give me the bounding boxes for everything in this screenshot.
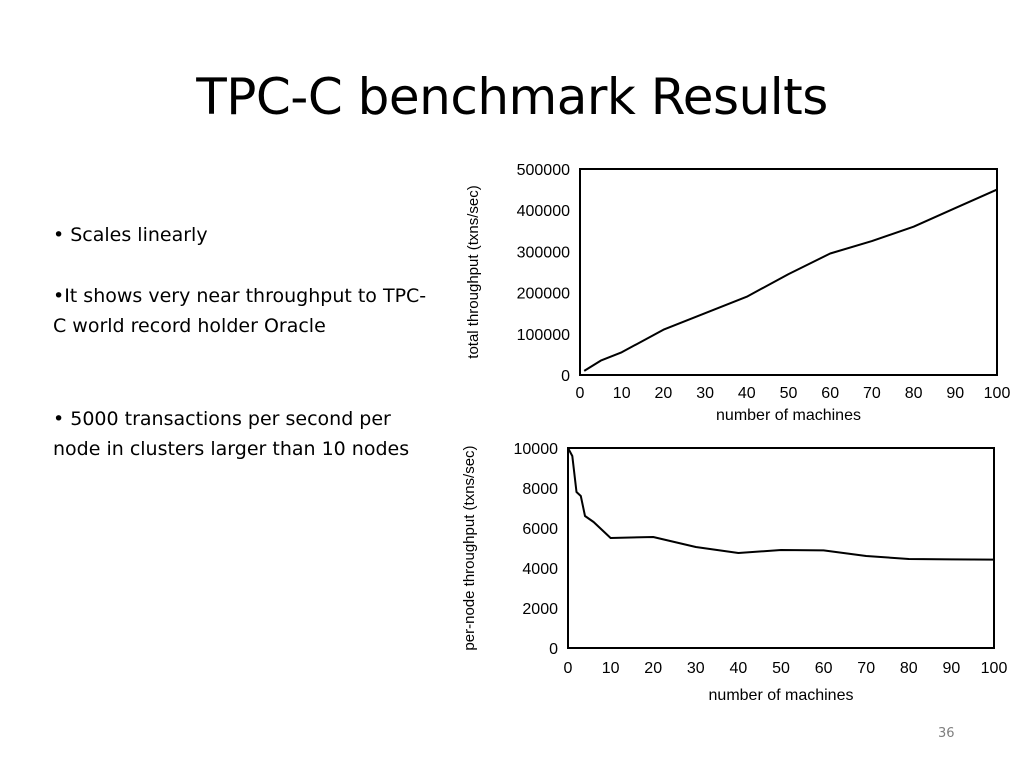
series-line bbox=[567, 447, 995, 561]
per-node-throughput-plot: 0 2000 4000 6000 8000 10000 0 10 20 30 40 50 60 70 80 9… bbox=[461, 441, 1008, 704]
series-line bbox=[583, 188, 998, 372]
x-tick-label: 70 bbox=[857, 660, 875, 677]
x-tick-label: 90 bbox=[943, 660, 961, 677]
y-tick-label: 100000 bbox=[517, 327, 570, 344]
x-tick-label: 50 bbox=[780, 385, 798, 402]
total-throughput-chart: 0 100000 200000 300000 400000 500000 0 10 20 30 40… bbox=[450, 150, 1024, 430]
y-tick-label: 0 bbox=[549, 641, 558, 658]
x-tick-label: 10 bbox=[613, 385, 631, 402]
x-tick-label: 60 bbox=[821, 385, 839, 402]
bullet-per-node-throughput: • 5000 transactions per second per node … bbox=[53, 408, 410, 460]
bullet-oracle-comparison: •It shows very near throughput to TPC-C … bbox=[53, 285, 427, 337]
x-tick-label: 40 bbox=[738, 385, 756, 402]
x-axis-label: number of machines bbox=[709, 687, 854, 704]
slide-title: TPC-C benchmark Results bbox=[196, 68, 828, 126]
x-tick-label: 80 bbox=[900, 660, 918, 677]
bullet-scales-linearly: • Scales linearly bbox=[53, 224, 208, 246]
y-tick-label: 4000 bbox=[522, 561, 558, 578]
x-tick-label: 40 bbox=[730, 660, 748, 677]
y-axis-label: total throughput (txns/sec) bbox=[465, 185, 482, 358]
x-tick-label: 30 bbox=[696, 385, 714, 402]
x-tick-label: 20 bbox=[644, 660, 662, 677]
y-axis-label: per-node throughput (txns/sec) bbox=[461, 445, 478, 650]
y-tick-label: 10000 bbox=[514, 441, 559, 458]
x-axis-label: number of machines bbox=[716, 407, 861, 424]
x-tick-label: 50 bbox=[772, 660, 790, 677]
x-tick-label: 10 bbox=[602, 660, 620, 677]
x-tick-label: 0 bbox=[576, 385, 585, 402]
y-tick-label: 8000 bbox=[522, 481, 558, 498]
x-tick-label: 0 bbox=[564, 660, 573, 677]
total-throughput-plot: 0 100000 200000 300000 400000 500000 0 10 20 30 40… bbox=[465, 162, 1011, 424]
x-tick-label: 60 bbox=[815, 660, 833, 677]
per-node-throughput-chart: 0 2000 4000 6000 8000 10000 0 10 20 30 40 50 60 70 80 9… bbox=[450, 418, 1024, 710]
x-tick-label: 100 bbox=[984, 385, 1011, 402]
x-tick-label: 90 bbox=[946, 385, 964, 402]
x-tick-label: 100 bbox=[981, 660, 1008, 677]
plot-frame bbox=[579, 168, 998, 376]
x-tick-label: 30 bbox=[687, 660, 705, 677]
y-tick-label: 300000 bbox=[517, 244, 570, 261]
x-tick-label: 70 bbox=[863, 385, 881, 402]
page-number: 36 bbox=[938, 726, 955, 741]
x-tick-label: 20 bbox=[655, 385, 673, 402]
y-tick-label: 200000 bbox=[517, 286, 570, 303]
y-tick-label: 400000 bbox=[517, 203, 570, 220]
y-tick-label: 6000 bbox=[522, 521, 558, 538]
x-tick-label: 80 bbox=[905, 385, 923, 402]
y-tick-label: 2000 bbox=[522, 601, 558, 618]
plot-frame bbox=[567, 447, 995, 649]
y-tick-label: 500000 bbox=[517, 162, 570, 179]
y-tick-label: 0 bbox=[561, 368, 570, 385]
